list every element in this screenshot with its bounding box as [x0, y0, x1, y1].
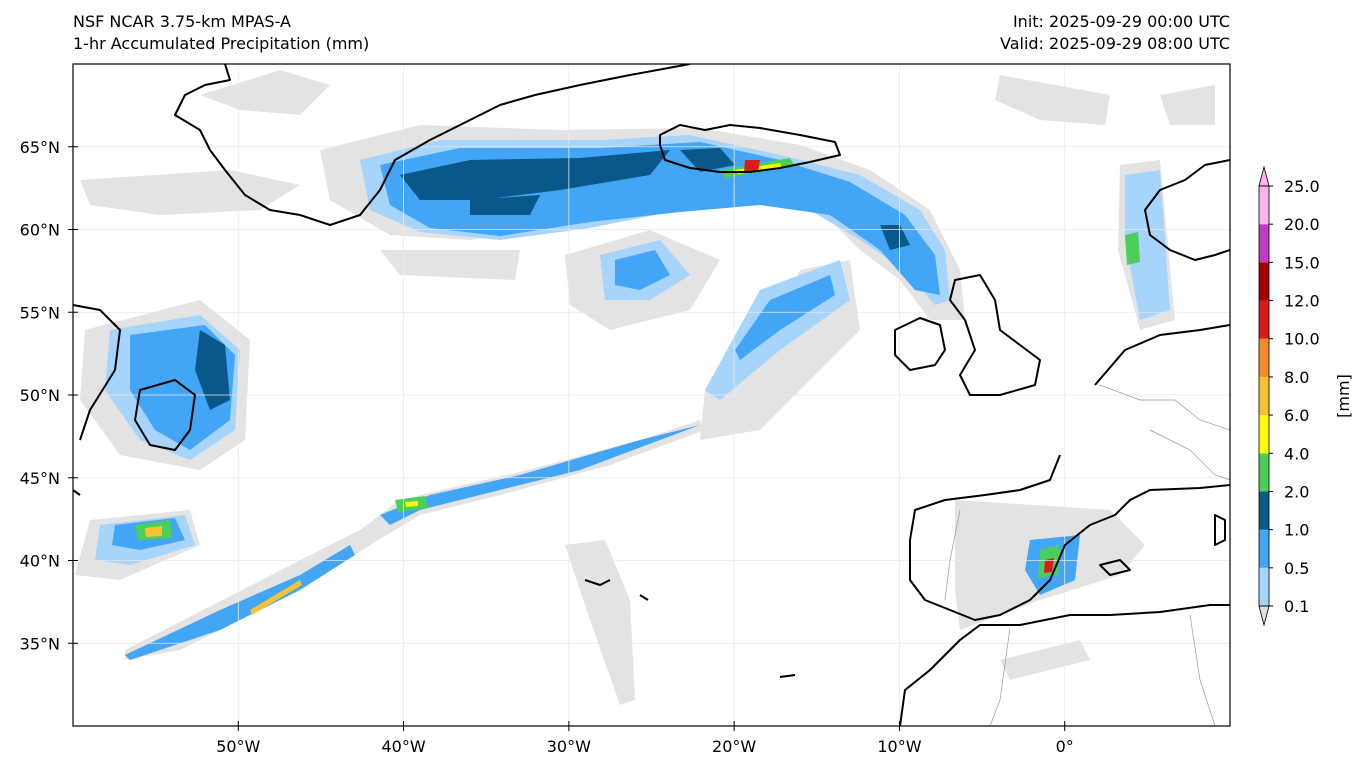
longitude-ticks: 50°W 40°W 30°W 20°W 10°W 0° — [216, 726, 1074, 756]
colorbar-segment — [1259, 186, 1269, 225]
country-borders — [944, 384, 1230, 726]
lon-tick-label: 0° — [1056, 737, 1074, 756]
colorbar-segment — [1259, 491, 1269, 530]
lat-tick-label: 65°N — [20, 138, 60, 157]
lon-tick-label: 10°W — [877, 737, 921, 756]
coastlines — [73, 64, 1230, 726]
lat-tick-label: 55°N — [20, 303, 60, 322]
coast-continent — [1094, 324, 1230, 386]
colorbar: 0.1 0.5 1.0 2.0 4.0 6.0 8.0 10.0 12.0 15.0 20.0 25.… — [1258, 165, 1320, 627]
colorbar-unit: [mm] — [1334, 374, 1353, 418]
colorbar-tick-label: 10.0 — [1284, 330, 1320, 349]
colorbar-segment — [1259, 453, 1269, 492]
coast-greenland — [174, 64, 691, 226]
lat-tick-label: 50°N — [20, 386, 60, 405]
lat-tick-label: 45°N — [20, 469, 60, 488]
colorbar-segment — [1259, 567, 1269, 606]
colorbar-tick-label: 0.1 — [1284, 597, 1309, 616]
gridlines — [73, 64, 1230, 726]
colorbar-segment — [1259, 529, 1269, 568]
colorbar-tick-label: 6.0 — [1284, 406, 1309, 425]
coast-africa — [899, 604, 1230, 726]
colorbar-segment — [1259, 338, 1269, 377]
lon-tick-label: 20°W — [712, 737, 756, 756]
field-title: 1-hr Accumulated Precipitation (mm) — [73, 34, 370, 53]
colorbar-tick-label: 20.0 — [1284, 215, 1320, 234]
colorbar-tick-label: 25.0 — [1284, 177, 1320, 196]
model-title: NSF NCAR 3.75-km MPAS-A — [73, 12, 291, 31]
coast-newfoundland-island — [134, 379, 196, 451]
colorbar-segment — [1259, 376, 1269, 416]
colorbar-tick-label: 0.5 — [1284, 559, 1309, 578]
coast-baleares — [1099, 559, 1131, 576]
coast-ireland — [894, 317, 946, 371]
lat-tick-label: 60°N — [20, 221, 60, 240]
map-plot-area — [73, 64, 1230, 726]
lat-tick-label: 35°N — [20, 634, 60, 653]
lon-tick-label: 30°W — [547, 737, 591, 756]
colorbar-frame — [1258, 185, 1270, 607]
coast-iceland — [659, 124, 841, 173]
header-right: Init: 2025-09-29 00:00 UTC Valid: 2025-0… — [1000, 11, 1230, 55]
colorbar-tick-label: 2.0 — [1284, 482, 1309, 501]
colorbar-under-arrow — [1258, 605, 1270, 627]
latitude-ticks: 65°N 60°N 55°N 50°N 45°N 40°N 35°N — [20, 138, 73, 653]
init-time: Init: 2025-09-29 00:00 UTC — [1012, 12, 1230, 31]
colorbar-tick-label: 1.0 — [1284, 521, 1309, 540]
header-left: NSF NCAR 3.75-km MPAS-A 1-hr Accumulated… — [73, 11, 369, 55]
colorbar-segment — [1259, 300, 1269, 339]
coast-madeira — [779, 674, 796, 678]
colorbar-over-arrow — [1258, 165, 1270, 187]
lon-tick-label: 40°W — [381, 737, 425, 756]
coast-scandinavia — [1144, 159, 1230, 261]
colorbar-tick-label: 8.0 — [1284, 368, 1309, 387]
colorbar-segment — [1259, 262, 1269, 301]
frame-ticks — [73, 146, 1066, 726]
precip-layer-2 — [195, 148, 910, 410]
colorbar-segment — [1259, 415, 1269, 454]
lat-tick-label: 40°N — [20, 552, 60, 571]
coast-azores-b — [639, 594, 649, 601]
coast-nova-scotia — [73, 489, 81, 496]
colorbar-tick-label: 15.0 — [1284, 253, 1320, 272]
coast-iberia — [909, 454, 1230, 621]
colorbar-tick-label: 4.0 — [1284, 444, 1309, 463]
lon-tick-label: 50°W — [216, 737, 260, 756]
coast-azores-a — [584, 579, 611, 586]
coast-britain — [949, 274, 1041, 396]
valid-time: Valid: 2025-09-29 08:00 UTC — [999, 34, 1230, 53]
coast-sardinia — [1214, 514, 1226, 546]
coast-newfoundland — [73, 304, 121, 441]
colorbar-tick-label: 12.0 — [1284, 292, 1320, 311]
colorbar-segment — [1259, 224, 1269, 263]
